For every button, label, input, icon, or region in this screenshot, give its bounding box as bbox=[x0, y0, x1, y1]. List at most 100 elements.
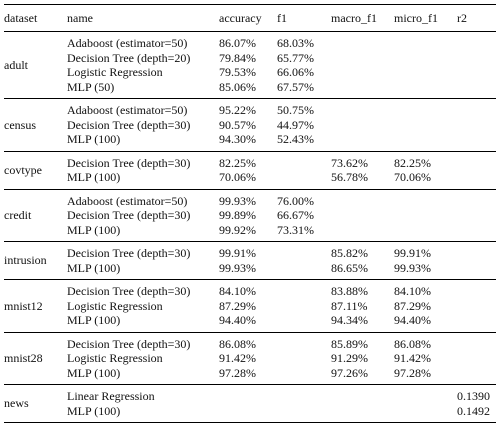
metric-cell: 73.62% bbox=[331, 155, 368, 170]
empty-cell bbox=[394, 65, 457, 80]
empty-cell bbox=[277, 170, 331, 189]
table-row: intrusion Decision Tree (depth=30) 99.91% 8… bbox=[4, 242, 496, 267]
model-name: Decision Tree (depth=30) bbox=[67, 246, 191, 260]
header-row: dataset name accuracy f1 macro_f1 micro_f1 r2 bbox=[4, 4, 496, 32]
metric-cell: 91.42% bbox=[219, 351, 256, 365]
table-row: MLP (100) 70.06% 56.78% 70.06% bbox=[4, 170, 496, 189]
empty-cell bbox=[457, 366, 496, 385]
metric-cell: 0.1390 bbox=[457, 389, 490, 403]
empty-cell bbox=[457, 118, 496, 133]
metric-cell: 0.1492 bbox=[457, 403, 490, 418]
metric-cell: 95.22% bbox=[219, 103, 256, 117]
empty-cell bbox=[331, 118, 394, 133]
metric-cell: 94.30% bbox=[219, 132, 256, 146]
metric-cell: 50.75% bbox=[277, 103, 314, 117]
metric-cell: 99.91% bbox=[219, 246, 256, 260]
metric-cell: 65.77% bbox=[277, 50, 314, 65]
metric-cell: 87.29% bbox=[394, 298, 431, 313]
empty-cell bbox=[277, 242, 331, 261]
dataset-cell: adult bbox=[4, 57, 28, 72]
empty-cell bbox=[457, 351, 496, 366]
dataset-group: mnist12 Decision Tree (depth=30) 84.10% 83.… bbox=[4, 280, 496, 332]
empty-cell bbox=[457, 51, 496, 66]
model-name: Logistic Regression bbox=[67, 65, 163, 79]
dataset-cell: covtype bbox=[4, 162, 42, 177]
metric-cell: 67.57% bbox=[277, 79, 314, 94]
empty-cell bbox=[331, 223, 394, 242]
model-name: Adaboost (estimator=50) bbox=[67, 36, 188, 50]
table-row: Logistic Regression 87.29% 87.11% 87.29% bbox=[4, 299, 496, 314]
empty-cell bbox=[331, 189, 394, 208]
results-table: dataset name accuracy f1 macro_f1 micro_f1 r2 … bbox=[4, 4, 496, 423]
model-name: Decision Tree (depth=30) bbox=[67, 284, 191, 298]
empty-cell bbox=[457, 332, 496, 351]
dataset-group: credit Adaboost (estimator=50) 99.93% 76.00… bbox=[4, 189, 496, 242]
model-name: MLP (100) bbox=[67, 313, 121, 327]
empty-cell bbox=[457, 223, 496, 242]
dataset-cell: mnist12 bbox=[4, 298, 43, 313]
metric-cell: 56.78% bbox=[331, 170, 368, 184]
column-header: name bbox=[67, 10, 93, 25]
model-name: MLP (100) bbox=[67, 222, 121, 237]
metric-cell: 82.25% bbox=[219, 155, 256, 170]
model-name: Adaboost (estimator=50) bbox=[67, 103, 188, 117]
empty-cell bbox=[457, 280, 496, 299]
metric-cell: 99.89% bbox=[219, 208, 256, 222]
model-name: Linear Regression bbox=[67, 389, 155, 403]
empty-cell bbox=[457, 189, 496, 208]
empty-cell bbox=[457, 299, 496, 314]
dataset-cell: intrusion bbox=[4, 253, 47, 268]
metric-cell: 90.57% bbox=[219, 117, 256, 132]
model-name: Logistic Regression bbox=[67, 351, 163, 365]
column-header: dataset bbox=[4, 10, 38, 25]
metric-cell: 70.06% bbox=[219, 170, 256, 184]
dataset-cell: census bbox=[4, 117, 36, 132]
metric-cell: 99.93% bbox=[219, 193, 256, 208]
empty-cell bbox=[457, 170, 496, 189]
model-name: Decision Tree (depth=30) bbox=[67, 117, 191, 132]
empty-cell bbox=[457, 80, 496, 99]
empty-cell bbox=[331, 385, 394, 404]
empty-cell bbox=[277, 280, 331, 299]
empty-cell bbox=[394, 80, 457, 99]
dataset-group: adult Adaboost (estimator=50) 86.07% 68.03%… bbox=[4, 32, 496, 99]
metric-cell: 70.06% bbox=[394, 170, 431, 184]
empty-cell bbox=[457, 242, 496, 261]
metric-cell: 94.34% bbox=[331, 313, 368, 327]
column-header: r2 bbox=[457, 10, 467, 25]
metric-cell: 66.67% bbox=[277, 208, 314, 222]
metric-cell: 86.07% bbox=[219, 36, 256, 50]
empty-cell bbox=[457, 32, 496, 51]
empty-cell bbox=[277, 313, 331, 332]
table-row: MLP (100) 94.30% 52.43% bbox=[4, 132, 496, 151]
empty-cell bbox=[277, 404, 331, 423]
table-row: mnist12 Decision Tree (depth=30) 84.10% 83.… bbox=[4, 280, 496, 313]
metric-cell: 97.28% bbox=[219, 365, 256, 380]
table-row: Logistic Regression 91.42% 91.29% 91.42% bbox=[4, 351, 496, 366]
table-row: Logistic Regression 79.53% 66.06% bbox=[4, 65, 496, 80]
metric-cell: 82.25% bbox=[394, 155, 431, 170]
metric-cell: 97.26% bbox=[331, 365, 368, 380]
column-header: macro_f1 bbox=[331, 10, 377, 25]
empty-cell bbox=[394, 404, 457, 423]
table-row: MLP (100) 94.40% 94.34% 94.40% bbox=[4, 313, 496, 332]
empty-cell bbox=[457, 99, 496, 118]
table-row: MLP (100) 99.93% 86.65% 99.93% bbox=[4, 261, 496, 280]
empty-cell bbox=[394, 51, 457, 66]
dataset-group: news Linear Regression 0.1390 MLP (100) 0.14… bbox=[4, 385, 496, 423]
model-name: MLP (100) bbox=[67, 365, 121, 380]
dataset-group: covtype Decision Tree (depth=30) 82.25% 73.… bbox=[4, 151, 496, 189]
metric-cell: 84.10% bbox=[394, 284, 431, 298]
model-name: MLP (100) bbox=[67, 403, 121, 418]
empty-cell bbox=[394, 385, 457, 404]
table-row: census Adaboost (estimator=50) 95.22% 50.75… bbox=[4, 99, 496, 132]
empty-cell bbox=[457, 151, 496, 170]
table-row: Decision Tree (depth=30) 99.89% 66.67% bbox=[4, 208, 496, 223]
metric-cell: 86.65% bbox=[331, 260, 368, 275]
metric-cell: 99.93% bbox=[219, 260, 256, 275]
empty-cell bbox=[277, 385, 331, 404]
metric-cell: 66.06% bbox=[277, 65, 314, 79]
empty-cell bbox=[331, 404, 394, 423]
empty-cell bbox=[331, 32, 394, 51]
empty-cell bbox=[457, 208, 496, 223]
